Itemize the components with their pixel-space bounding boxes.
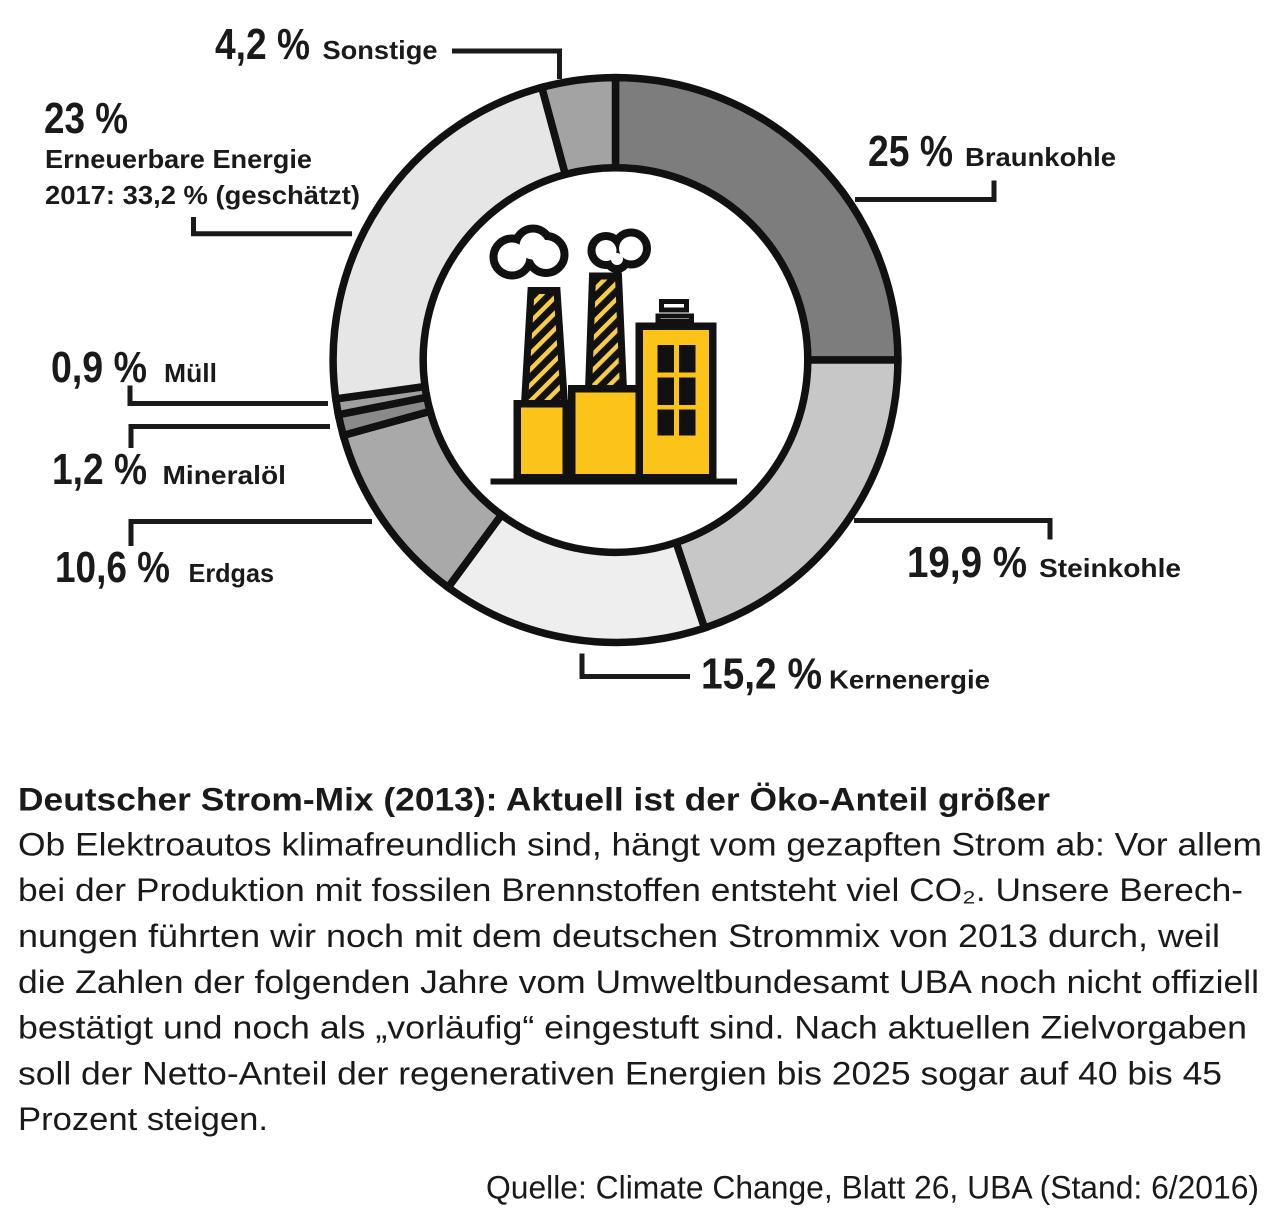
svg-text:Prozent steigen.: Prozent steigen.: [18, 1101, 268, 1137]
svg-text:Kernenergie: Kernenergie: [829, 665, 990, 695]
svg-text:Deutscher Strom-Mix (2013): Ak: Deutscher Strom-Mix (2013): Aktuell ist …: [18, 782, 1050, 818]
svg-text:Mineralöl: Mineralöl: [163, 460, 287, 490]
svg-text:Quelle: Climate Change, Blatt: Quelle: Climate Change, Blatt 26, UBA (S…: [486, 1170, 1259, 1206]
svg-text:Steinkohle: Steinkohle: [1039, 553, 1181, 583]
svg-text:2017: 33,2 % (geschätzt): 2017: 33,2 % (geschätzt): [45, 180, 360, 210]
svg-text:15,2 %: 15,2 %: [701, 650, 822, 699]
svg-text:4,2 %: 4,2 %: [215, 20, 310, 69]
svg-text:bestätigt und noch als „vorläu: bestätigt und noch als „vorläufig“ einge…: [18, 1010, 1247, 1046]
svg-text:die Zahlen der folgenden Jahre: die Zahlen der folgenden Jahre vom Umwel…: [18, 964, 1259, 1000]
svg-text:Müll: Müll: [164, 358, 217, 388]
svg-text:soll der Netto-Anteil der rege: soll der Netto-Anteil der regenerativen …: [18, 1055, 1222, 1091]
svg-text:Ob Elektroautos klimafreundlic: Ob Elektroautos klimafreundlich sind, hä…: [18, 826, 1262, 862]
svg-text:25 %: 25 %: [868, 127, 953, 176]
svg-text:10,6 %: 10,6 %: [55, 543, 170, 592]
svg-text:19,9 %: 19,9 %: [907, 538, 1027, 587]
svg-text:nungen führten wir noch mit de: nungen führten wir noch mit dem deutsche…: [18, 918, 1220, 954]
svg-text:23 %: 23 %: [44, 94, 128, 143]
svg-text:Braunkohle: Braunkohle: [965, 142, 1116, 172]
svg-text:1,2 %: 1,2 %: [52, 445, 147, 494]
svg-text:0,9 %: 0,9 %: [51, 343, 147, 392]
svg-text:Erdgas: Erdgas: [189, 558, 275, 588]
svg-text:bei der Produktion mit fossile: bei der Produktion mit fossilen Brennsto…: [18, 872, 1243, 908]
svg-text:Erneuerbare Energie: Erneuerbare Energie: [45, 144, 312, 174]
svg-text:Sonstige: Sonstige: [323, 35, 438, 65]
